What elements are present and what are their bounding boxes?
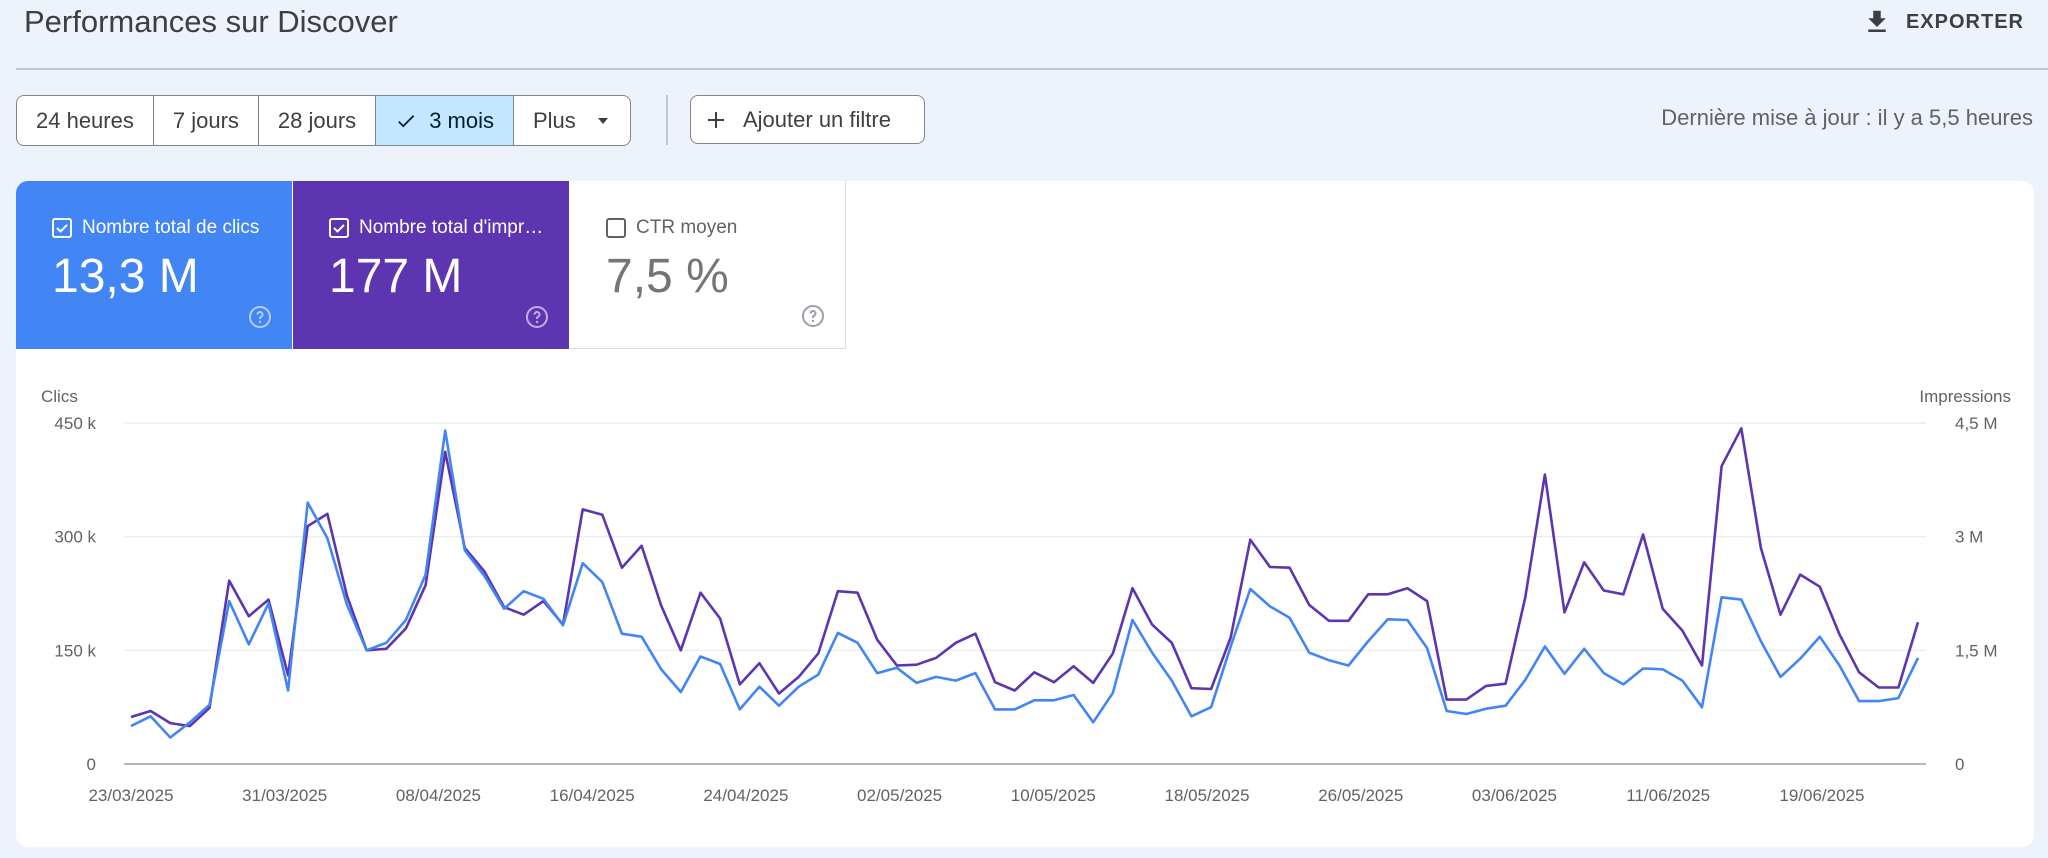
help-icon[interactable] xyxy=(248,305,272,329)
x-tick-label: 10/05/2025 xyxy=(1011,786,1096,805)
metric-card-ctr[interactable]: CTR moyen 7,5 % xyxy=(570,181,846,349)
x-tick-label: 31/03/2025 xyxy=(242,786,327,805)
add-filter-button[interactable]: Ajouter un filtre xyxy=(690,95,925,144)
checkbox-checked-icon[interactable] xyxy=(52,218,72,238)
series-line-impressions xyxy=(130,427,1920,728)
left-axis-title: Clics xyxy=(41,387,78,406)
range-24h-button[interactable]: 24 heures xyxy=(17,96,154,145)
x-tick-label: 02/05/2025 xyxy=(857,786,942,805)
add-filter-label: Ajouter un filtre xyxy=(743,106,891,132)
metric-label-row: CTR moyen xyxy=(606,217,845,239)
range-label: 3 mois xyxy=(429,107,494,133)
metric-card-clicks[interactable]: Nombre total de clics 13,3 M xyxy=(16,181,292,349)
right-axis-title: Impressions xyxy=(1919,387,2011,406)
last-update-text: Dernière mise à jour : il y a 5,5 heures xyxy=(1661,105,2033,130)
export-label: EXPORTER xyxy=(1905,10,2024,33)
export-button[interactable]: EXPORTER xyxy=(1862,4,2024,40)
checkbox-checked-icon[interactable] xyxy=(329,218,349,238)
help-icon[interactable] xyxy=(525,305,549,329)
performance-chart: 0 0 150 k 1,5 M 300 k 3 M 450 k 4,5 M Clics Impre… xyxy=(41,387,2011,805)
plus-icon xyxy=(708,111,724,128)
metric-value: 7,5 % xyxy=(606,250,729,303)
range-label: 7 jours xyxy=(172,107,239,133)
range-label: 28 jours xyxy=(277,107,357,133)
left-tick-label: 150 k xyxy=(54,641,96,660)
range-3m-button[interactable]: 3 mois xyxy=(376,96,514,145)
left-tick-label: 0 xyxy=(87,755,96,774)
metric-value: 13,3 M xyxy=(52,250,199,303)
range-more-dropdown[interactable]: Plus xyxy=(514,96,630,145)
page-title: Performances sur Discover xyxy=(24,4,398,39)
help-icon[interactable] xyxy=(801,304,825,328)
range-7d-button[interactable]: 7 jours xyxy=(154,96,259,145)
download-icon xyxy=(1868,10,1886,32)
x-tick-label: 03/06/2025 xyxy=(1472,786,1557,805)
right-tick-label: 4,5 M xyxy=(1955,414,1998,433)
check-icon xyxy=(398,114,415,127)
checkbox-unchecked-icon[interactable] xyxy=(606,218,626,238)
x-tick-label: 19/06/2025 xyxy=(1779,786,1864,805)
right-tick-label: 1,5 M xyxy=(1955,641,1998,660)
right-tick-label: 3 M xyxy=(1955,528,1983,547)
date-range-selector: 24 heures 7 jours 28 jours 3 mois Plus xyxy=(16,95,631,146)
x-tick-label: 18/05/2025 xyxy=(1164,786,1249,805)
x-tick-label: 23/03/2025 xyxy=(88,786,173,805)
left-tick-label: 300 k xyxy=(54,528,96,547)
dropdown-arrow-icon xyxy=(597,117,608,124)
metric-card-impressions[interactable]: Nombre total d'impressions 177 M xyxy=(293,181,569,349)
x-tick-label: 11/06/2025 xyxy=(1626,786,1710,805)
header-divider xyxy=(16,68,2048,70)
range-label: 24 heures xyxy=(36,107,134,133)
range-28d-button[interactable]: 28 jours xyxy=(259,96,377,145)
x-tick-label: 16/04/2025 xyxy=(550,786,635,805)
metric-value: 177 M xyxy=(329,250,463,303)
x-tick-label: 24/04/2025 xyxy=(703,786,788,805)
performance-card: Nombre total de clics 13,3 M Nombre tota… xyxy=(16,181,2034,847)
x-tick-label: 26/05/2025 xyxy=(1318,786,1403,805)
series-line-clics xyxy=(130,429,1920,739)
metric-label-row: Nombre total de clics xyxy=(52,217,292,239)
x-tick-label: 08/04/2025 xyxy=(396,786,481,805)
metric-label-row: Nombre total d'impressions xyxy=(329,217,569,239)
left-tick-label: 450 k xyxy=(54,414,96,433)
range-label: Plus xyxy=(532,107,576,133)
toolbar-separator xyxy=(666,95,668,145)
right-tick-label: 0 xyxy=(1955,755,1964,774)
